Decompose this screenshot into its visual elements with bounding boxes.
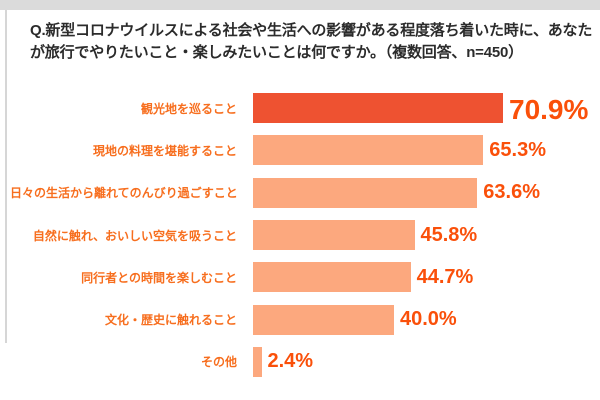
chart-row: 観光地を巡ること 70.9% [10,87,600,129]
value-label: 40.0% [400,308,457,331]
bar [253,177,478,208]
category-label: 文化・歴史に触れること [104,313,237,328]
category-label: 同行者との時間を楽しむこと [81,270,237,285]
value-label: 65.3% [489,138,547,161]
chart-row: その他 2.4% [10,341,600,383]
bar-chart: 観光地を巡ること 70.9% 現地の料理を堪能すること 65.3% 日々の生活か… [10,87,600,383]
chart-question-title: Q.新型コロナウイルスによる社会や生活への影響がある程度落ち着いた時に、あなたが… [30,20,596,64]
value-label: 44.7% [416,265,474,288]
bar [253,93,503,124]
bar [253,304,394,335]
category-label: 現地の料理を堪能すること [92,143,237,158]
chart-row: 文化・歴史に触れること 40.0% [10,298,600,340]
bar [253,262,411,293]
value-label: 2.4% [267,350,314,373]
value-label: 63.6% [483,181,541,204]
category-label: 日々の生活から離れてのんびり過ごすこと [10,186,238,201]
category-label: その他 [200,355,237,370]
chart-row: 現地の料理を堪能すること 65.3% [10,129,600,171]
chart-row: 日々の生活から離れてのんびり過ごすこと 63.6% [10,172,600,214]
top-border-band [0,0,600,10]
bar [253,346,262,377]
left-border-line [5,10,7,343]
chart-row: 自然に触れ、おいしい空気を吸うこと 45.8% [10,214,600,256]
category-label: 自然に触れ、おいしい空気を吸うこと [32,228,237,243]
value-label: 45.8% [420,223,478,246]
chart-row: 同行者との時間を楽しむこと 44.7% [10,256,600,298]
bar [253,220,415,251]
value-label: 70.9% [509,94,589,126]
title-line-2: が旅行でやりたいこと・楽しみたいことは何ですか。（複数回答、n=450） [30,44,523,61]
title-line-1: Q.新型コロナウイルスによる社会や生活への影響がある程度落ち着いた時に、あなた [30,22,593,39]
bar [253,135,484,166]
category-label: 観光地を巡ること [140,101,237,116]
